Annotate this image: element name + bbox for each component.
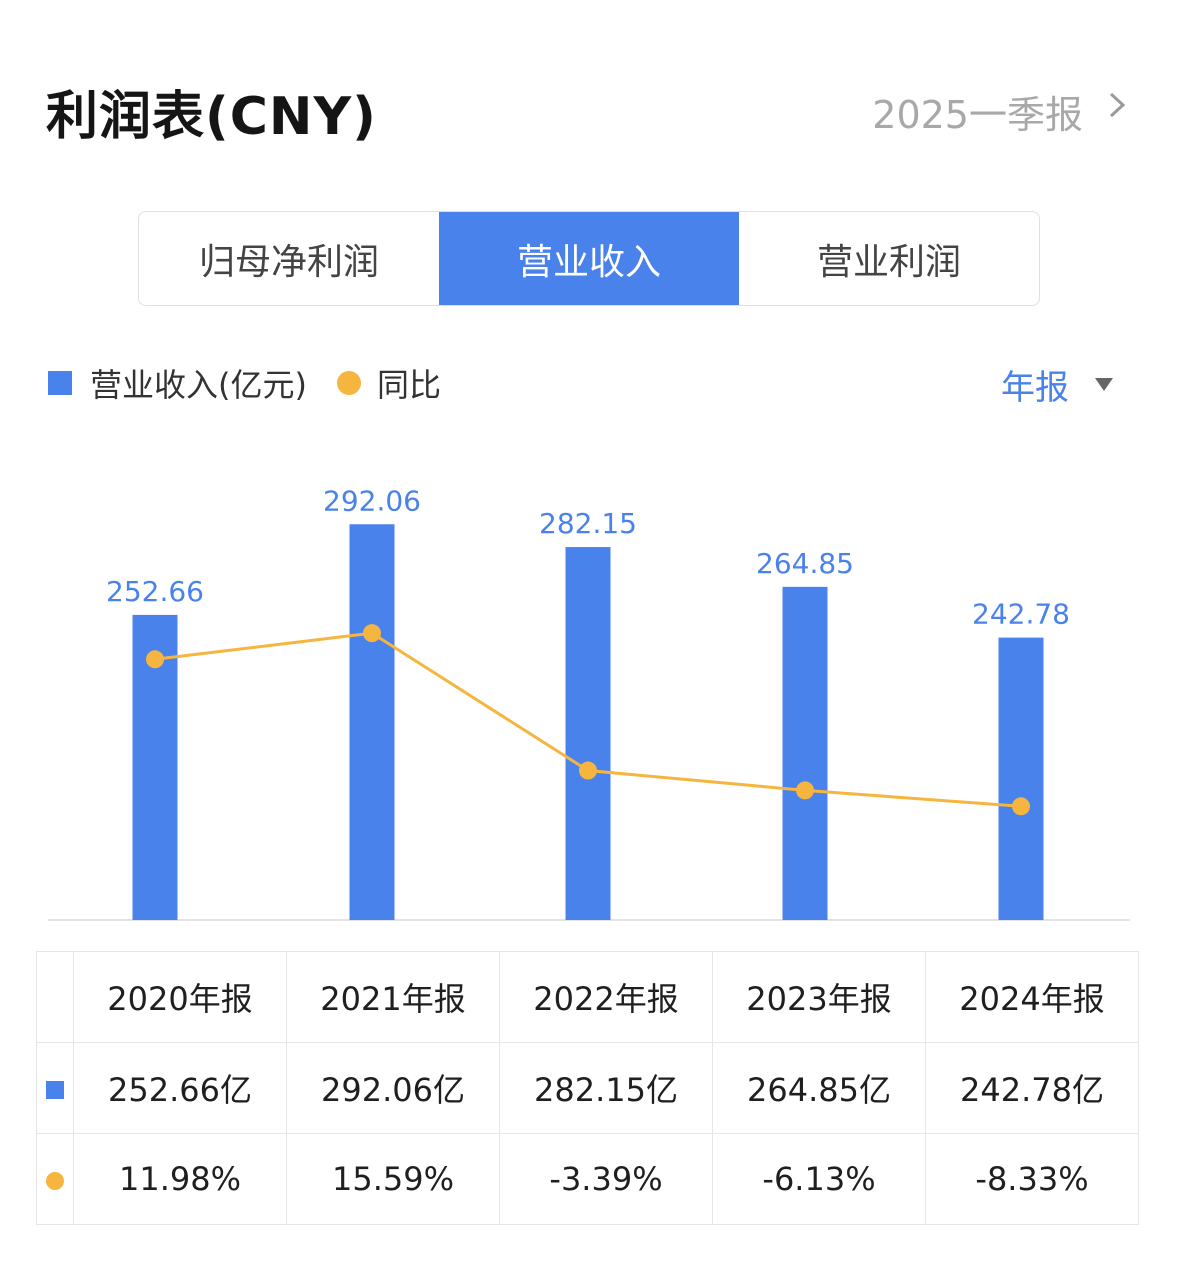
table-cell-yoy: 15.59% — [286, 1133, 500, 1225]
table-cell-yoy: -8.33% — [925, 1133, 1139, 1225]
revenue-chart: 252.66 292.06 282.15 264.85 242.78 — [48, 484, 1130, 921]
yoy-point[interactable] — [363, 624, 381, 643]
metric-tabs: 归母净利润 营业收入 营业利润 — [138, 211, 1040, 306]
chevron-right-icon[interactable] — [1105, 88, 1129, 122]
chart-legend: 营业收入(亿元) 同比 — [48, 360, 441, 406]
table-cell-revenue: 282.15亿 — [499, 1042, 713, 1134]
table-header-row: 2020年报 2021年报 2022年报 2023年报 2024年报 — [36, 951, 1139, 1043]
row-marker-yoy — [36, 1133, 74, 1225]
yoy-point[interactable] — [146, 650, 164, 669]
legend-line-swatch — [336, 371, 361, 395]
row-marker-revenue — [36, 1042, 74, 1134]
caret-down-icon — [1095, 378, 1113, 391]
table-cell-revenue: 242.78亿 — [925, 1042, 1139, 1134]
frequency-label: 年报 — [1001, 368, 1069, 408]
legend-yoy-label: 同比 — [376, 366, 441, 404]
page-title: 利润表(CNY) — [46, 87, 377, 147]
table-header-cell: 2020年报 — [73, 951, 287, 1043]
table-row-yoy: 11.98% 15.59% -3.39% -6.13% -8.33% — [36, 1133, 1139, 1225]
bar-value-label: 292.06 — [323, 484, 421, 517]
table-cell-revenue: 264.85亿 — [712, 1042, 926, 1134]
bar-value-label: 242.78 — [972, 598, 1070, 631]
table-cell-revenue: 252.66亿 — [73, 1042, 287, 1134]
frequency-dropdown[interactable]: 年报 — [1001, 360, 1113, 409]
tab-net-profit[interactable]: 归母净利润 — [198, 241, 379, 283]
table-row-revenue: 252.66亿 292.06亿 282.15亿 264.85亿 242.78亿 — [36, 1042, 1139, 1134]
dot-marker-icon — [46, 1172, 64, 1190]
bar-marker-icon — [46, 1081, 64, 1099]
revenue-bar[interactable] — [565, 547, 611, 920]
table-cell-yoy: 11.98% — [73, 1133, 287, 1225]
tab-operating-profit[interactable]: 营业利润 — [816, 241, 961, 283]
yoy-point[interactable] — [1012, 797, 1030, 816]
yoy-point[interactable] — [579, 761, 597, 780]
table-corner-cell — [36, 951, 74, 1043]
bar-value-label: 252.66 — [106, 575, 204, 608]
table-header-cell: 2023年报 — [712, 951, 926, 1043]
legend-bar-swatch — [48, 371, 72, 395]
table-header-cell: 2024年报 — [925, 951, 1139, 1043]
table-cell-yoy: -3.39% — [499, 1133, 713, 1225]
revenue-bar[interactable] — [782, 586, 828, 920]
yoy-point[interactable] — [796, 781, 814, 800]
bar-value-label: 282.15 — [539, 507, 637, 540]
data-table: 2020年报 2021年报 2022年报 2023年报 2024年报 252.6… — [36, 951, 1139, 1225]
legend-revenue-label: 营业收入(亿元) — [90, 366, 307, 404]
table-header-cell: 2021年报 — [286, 951, 500, 1043]
table-cell-revenue: 292.06亿 — [286, 1042, 500, 1134]
table-header-cell: 2022年报 — [499, 951, 713, 1043]
tab-revenue[interactable]: 营业收入 — [439, 212, 739, 305]
report-period[interactable]: 2025一季报 — [872, 93, 1083, 137]
revenue-bar[interactable] — [998, 637, 1044, 920]
revenue-bar[interactable] — [349, 524, 395, 920]
table-cell-yoy: -6.13% — [712, 1133, 926, 1225]
bar-value-label: 264.85 — [756, 547, 854, 580]
